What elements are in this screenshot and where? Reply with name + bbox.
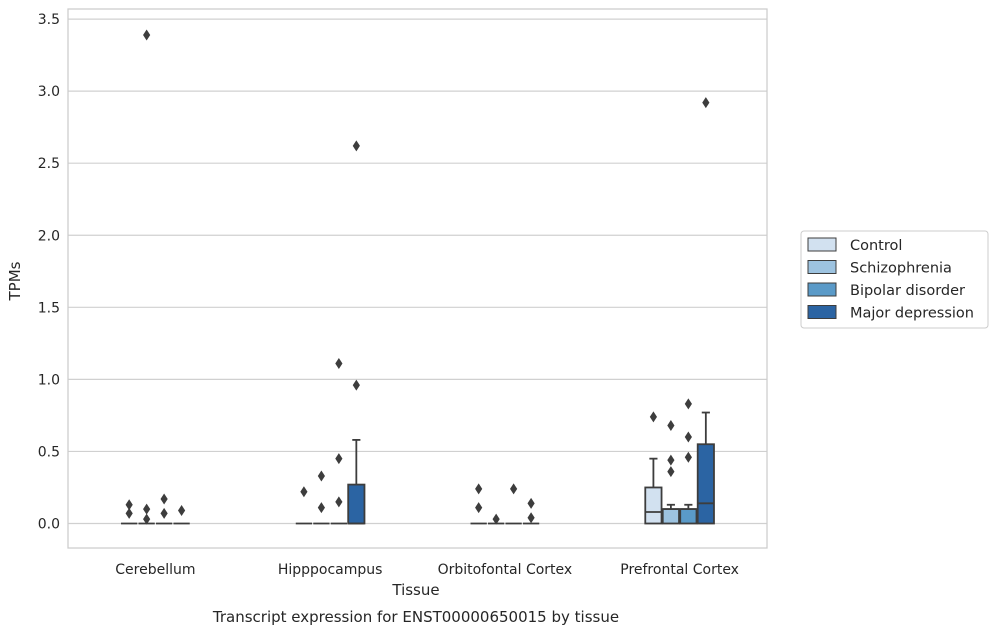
box-body [661, 508, 680, 525]
outlier-point [317, 502, 325, 514]
box-bipolar-disorder [679, 398, 698, 525]
outlier-point [492, 513, 500, 525]
y-tick-label: 3.5 [38, 12, 60, 28]
legend: Control Schizophrenia Bipolar disorder Majo… [800, 230, 989, 329]
box-major-depression [696, 97, 715, 525]
x-axis-label: Tissue [391, 581, 439, 599]
y-tick-label: 3.0 [38, 84, 60, 100]
outlier-point [352, 140, 360, 152]
y-tick-label: 0.0 [38, 517, 60, 533]
legend-label: Major depression [850, 306, 974, 322]
box-major-depression [347, 140, 366, 525]
outlier-point [684, 431, 692, 443]
box-schizophrenia [661, 420, 680, 525]
outlier-point [335, 358, 343, 370]
outlier-point [317, 470, 325, 482]
y-tick-label: 2.0 [38, 228, 60, 244]
x-tick-label: Prefrontal Cortex [620, 562, 739, 578]
x-tick-labels: Cerebellum Hipppocampus Orbitofontal Corte… [115, 562, 739, 578]
y-tick-labels: 0.0 0.5 1.0 1.5 2.0 2.5 3.0 3.5 [38, 12, 60, 532]
box-series [121, 29, 715, 525]
outlier-point [160, 507, 168, 519]
box-bipolar-disorder [505, 483, 522, 525]
outlier-point [702, 97, 710, 109]
x-tick-label: Hipppocampus [278, 562, 383, 578]
outlier-point [667, 420, 675, 431]
outlier-point [475, 483, 483, 495]
outlier-point [125, 499, 133, 511]
y-tick-label: 1.0 [38, 372, 60, 388]
legend-label: Control [850, 238, 902, 254]
box-major-depression [173, 505, 190, 525]
legend-swatch [807, 305, 837, 319]
outlier-point [475, 502, 483, 514]
outlier-point [143, 29, 151, 41]
box-control [470, 483, 487, 525]
outlier-point [684, 398, 692, 410]
box-body [679, 508, 698, 525]
outlier-point [527, 512, 535, 524]
outlier-point [177, 505, 186, 517]
box-control [121, 499, 138, 525]
box-schizophrenia [138, 29, 155, 525]
outlier-point [667, 466, 675, 478]
box-bipolar-disorder [155, 493, 173, 525]
outlier-point [649, 411, 658, 423]
box-schizophrenia [488, 513, 505, 525]
chart-caption: Transcript expression for ENST0000065001… [212, 608, 619, 626]
legend-label: Schizophrenia [850, 261, 952, 277]
outlier-point [335, 496, 343, 508]
legend-swatch [807, 237, 837, 252]
y-tick-label: 1.5 [38, 300, 60, 316]
box-control [644, 411, 663, 525]
plot-frame [67, 8, 768, 549]
outlier-point [143, 503, 151, 515]
legend-label: Bipolar disorder [850, 283, 965, 299]
box-body [644, 486, 663, 525]
outlier-point [352, 379, 360, 391]
y-axis-label: TPMs [6, 261, 24, 301]
x-tick-label: Orbitofontal Cortex [438, 562, 573, 578]
box-control [295, 486, 313, 525]
legend-swatch [807, 282, 837, 297]
y-gridlines [68, 18, 767, 525]
legend-swatch [807, 260, 837, 274]
x-tick-label: Cerebellum [115, 562, 195, 578]
box-schizophrenia [313, 470, 330, 525]
outlier-point [667, 454, 675, 466]
legend-frame [800, 230, 989, 329]
y-tick-label: 0.5 [38, 444, 60, 460]
box-body [347, 483, 366, 525]
outlier-point [335, 453, 343, 465]
y-tick-label: 2.5 [38, 156, 60, 172]
box-body [696, 443, 715, 525]
outlier-point [684, 451, 692, 463]
outlier-point [143, 513, 151, 525]
box-major-depression [522, 497, 540, 525]
outlier-point [527, 497, 535, 509]
outlier-point [300, 486, 308, 498]
outlier-point [510, 483, 518, 495]
box-bipolar-disorder [330, 358, 347, 525]
outlier-point [160, 493, 168, 505]
outlier-point [125, 507, 133, 519]
